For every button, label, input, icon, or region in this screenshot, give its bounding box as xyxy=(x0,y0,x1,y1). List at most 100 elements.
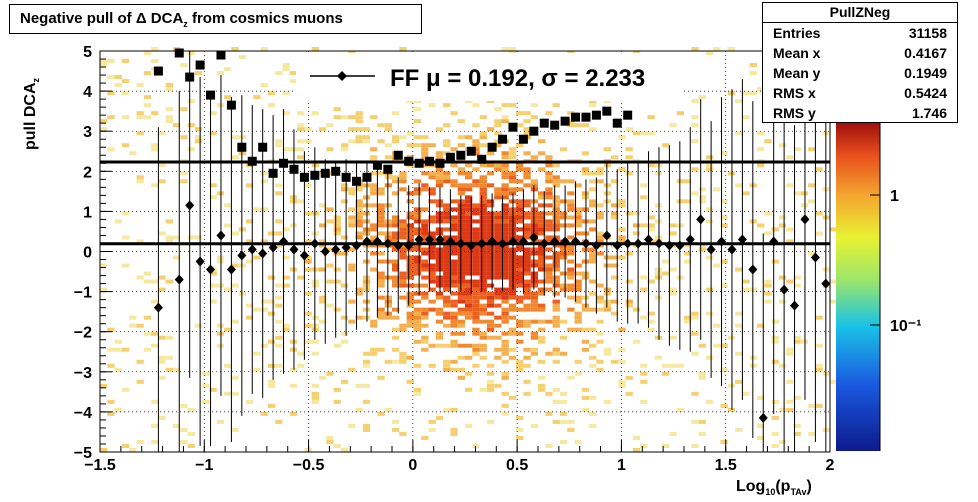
data-point-mean xyxy=(445,236,455,247)
heatmap-cell xyxy=(545,219,553,224)
stats-label: RMS y xyxy=(773,105,816,121)
heatmap-cell xyxy=(399,219,407,224)
heatmap-cell xyxy=(450,271,458,276)
heatmap-cell xyxy=(465,207,473,212)
heatmap-cell xyxy=(640,363,648,368)
heatmap-cell xyxy=(567,215,575,220)
heatmap-cell xyxy=(355,211,363,216)
data-point-rms xyxy=(247,156,257,166)
heatmap-cell xyxy=(165,355,173,360)
title-tail: from cosmics muons xyxy=(187,10,343,27)
heatmap-cell xyxy=(486,335,495,340)
heatmap-cell xyxy=(348,139,356,144)
heatmap-cell xyxy=(545,247,553,252)
heatmap-cell xyxy=(406,267,414,272)
heatmap-cell xyxy=(260,46,268,51)
y-tick-label: 1 xyxy=(83,204,92,221)
heatmap-cell xyxy=(559,335,568,340)
heatmap-cell xyxy=(421,227,429,232)
heatmap-cell xyxy=(516,323,524,328)
heatmap-cell xyxy=(443,259,451,264)
heatmap-cell xyxy=(282,147,290,152)
heatmap-cell xyxy=(107,327,115,332)
heatmap-cell xyxy=(450,299,458,304)
heatmap-cell xyxy=(406,191,414,196)
heatmap-cell xyxy=(465,219,473,224)
heatmap-cell xyxy=(465,311,473,316)
heatmap-cell xyxy=(428,271,436,276)
heatmap-cell xyxy=(625,155,633,160)
heatmap-cell xyxy=(209,111,217,116)
heatmap-cell xyxy=(574,439,582,444)
heatmap-cell xyxy=(413,187,422,192)
heatmap-cell xyxy=(457,295,465,300)
heatmap-cell xyxy=(282,283,290,288)
heatmap-cell xyxy=(253,351,261,356)
data-point-mean xyxy=(226,264,236,275)
heatmap-cell xyxy=(822,131,830,136)
heatmap-cell xyxy=(501,255,509,260)
data-point-rms xyxy=(518,134,528,144)
heatmap-cell xyxy=(808,403,816,408)
heatmap-cell xyxy=(450,215,458,220)
heatmap-cell xyxy=(523,303,531,308)
heatmap-cell xyxy=(501,151,509,156)
heatmap-cell xyxy=(647,223,655,228)
heatmap-cell xyxy=(662,363,670,368)
heatmap-cell xyxy=(216,255,225,260)
heatmap-cell xyxy=(465,223,473,228)
heatmap-cell xyxy=(479,319,487,324)
heatmap-cell xyxy=(180,427,188,432)
heatmap-cell xyxy=(333,251,341,256)
heatmap-cell xyxy=(421,151,429,156)
y-axis-label: pull DCAz xyxy=(22,78,41,150)
heatmap-cell xyxy=(450,163,458,168)
heatmap-cell xyxy=(443,203,451,208)
color-scale: 110⁻¹ xyxy=(836,123,922,451)
heatmap-cell xyxy=(603,351,611,356)
heatmap-cell xyxy=(559,179,568,184)
heatmap-cell xyxy=(311,283,319,288)
heatmap-cell xyxy=(559,411,568,416)
heatmap-cell xyxy=(508,263,517,268)
heatmap-cell xyxy=(574,223,582,228)
heatmap-cell xyxy=(552,195,560,200)
heatmap-cell xyxy=(443,255,451,260)
heatmap-cell xyxy=(516,143,524,148)
heatmap-cell xyxy=(421,323,429,328)
heatmap-cell xyxy=(465,183,473,188)
heatmap-cell xyxy=(158,231,166,236)
title-main: Negative pull of Δ DCA xyxy=(20,10,184,27)
heatmap-cell xyxy=(501,163,509,168)
heatmap-cell xyxy=(224,391,232,396)
heatmap-cell xyxy=(428,103,436,108)
heatmap-cell xyxy=(370,191,378,196)
heatmap-cell xyxy=(413,219,422,224)
heatmap-cell xyxy=(523,291,531,296)
heatmap-cell xyxy=(581,195,590,200)
chart-title: Negative pull of Δ DCAz from cosmics muo… xyxy=(9,4,422,34)
heatmap-cell xyxy=(319,375,327,380)
heatmap-cell xyxy=(691,46,699,51)
heatmap-cell xyxy=(632,131,641,136)
heatmap-cell xyxy=(559,255,568,260)
heatmap-cell xyxy=(552,291,560,296)
heatmap-cell xyxy=(684,179,692,184)
heatmap-cell xyxy=(194,139,203,144)
heatmap-cell xyxy=(479,115,487,120)
heatmap-cell xyxy=(720,151,728,156)
data-point-mean xyxy=(216,230,226,241)
heatmap-cell xyxy=(340,143,349,148)
data-point-mean xyxy=(268,242,278,253)
heatmap-cell xyxy=(450,339,458,344)
heatmap-cell xyxy=(165,115,173,120)
heatmap-cell xyxy=(618,235,626,240)
heatmap-cell xyxy=(742,279,750,284)
heatmap-cell xyxy=(435,179,444,184)
x-axis-label: Log10(pTAv) xyxy=(736,478,812,497)
heatmap-cell xyxy=(786,379,794,384)
heatmap-cell xyxy=(457,119,465,124)
data-point-mean xyxy=(571,236,581,247)
heatmap-cell xyxy=(516,123,524,128)
heatmap-cell xyxy=(647,163,655,168)
